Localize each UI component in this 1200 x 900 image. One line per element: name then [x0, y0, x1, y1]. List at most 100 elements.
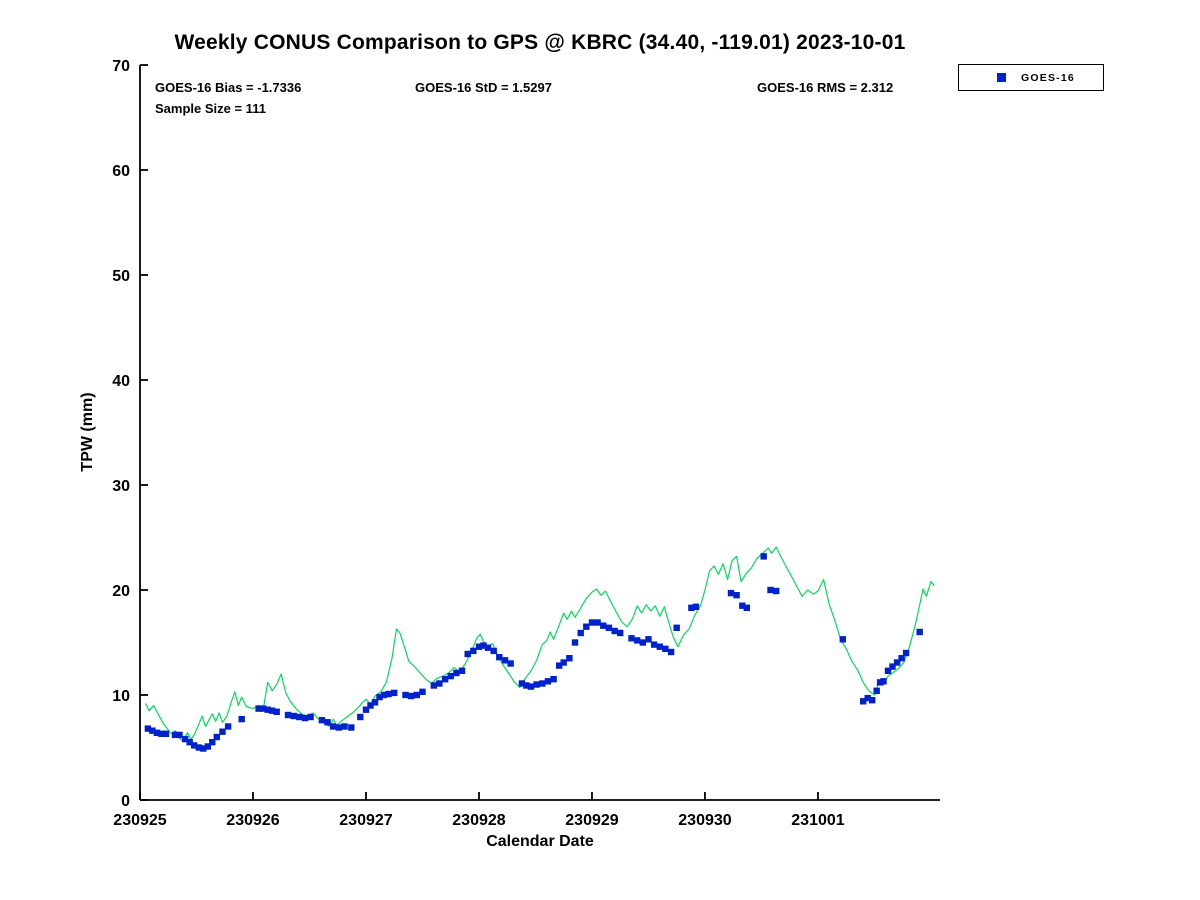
y-tick-label: 30 [112, 478, 130, 495]
goes16-point [496, 654, 503, 661]
goes16-point [436, 680, 443, 687]
goes16-point [550, 676, 557, 683]
goes16-point [441, 676, 449, 683]
goes16-point [566, 655, 573, 662]
goes16-point [301, 714, 309, 722]
goes16-point [773, 587, 780, 595]
goes16-point [371, 699, 379, 706]
goes16-point [307, 713, 314, 721]
goes16-point [523, 682, 530, 689]
goes16-point [430, 682, 437, 689]
goes16-point [186, 739, 193, 746]
legend-box: GOES-16 [958, 64, 1104, 91]
goes16-point [391, 689, 398, 697]
goes16-point [588, 619, 596, 626]
goes16-point [662, 645, 669, 652]
goes16-point [902, 649, 910, 657]
goes16-point [255, 705, 262, 712]
stat-rms: GOES-16 RMS = 2.312 [757, 80, 894, 95]
goes16-point [273, 708, 280, 715]
goes16-point [898, 655, 905, 662]
goes16-point [219, 728, 226, 735]
goes16-point [419, 688, 426, 695]
goes16-point [296, 713, 303, 721]
goes16-point [645, 636, 652, 643]
goes16-legend-marker-icon [997, 73, 1006, 82]
goes16-point [413, 691, 420, 699]
stat-std: GOES-16 StD = 1.5297 [415, 80, 552, 95]
goes16-point [688, 604, 695, 611]
goes16-point [318, 717, 326, 724]
goes16-point [260, 705, 267, 712]
goes16-point [402, 691, 409, 699]
goes16-point [839, 636, 846, 643]
goes16-point [507, 660, 514, 667]
gps-line [145, 546, 935, 742]
goes16-point [739, 602, 746, 609]
goes16-point [290, 712, 297, 720]
goes16-point [577, 629, 584, 637]
goes16-point [864, 694, 871, 702]
goes16-point [656, 643, 663, 650]
goes16-point [330, 723, 337, 730]
goes16-point [667, 648, 675, 656]
goes16-point [628, 635, 635, 642]
y-tick-label: 20 [112, 583, 130, 600]
goes16-point [158, 730, 165, 737]
goes16-point [153, 729, 161, 736]
goes16-point [639, 639, 646, 646]
goes16-point [324, 719, 331, 726]
goes16-point [600, 622, 607, 629]
goes16-point [470, 647, 477, 655]
x-tick-label: 230926 [226, 812, 279, 829]
goes16-point [204, 743, 211, 750]
goes16-point [733, 592, 740, 599]
goes16-point [884, 667, 892, 674]
goes16-point [376, 693, 383, 701]
goes16-point [453, 669, 460, 677]
goes16-point [213, 733, 220, 741]
x-tick-label: 230930 [678, 812, 731, 829]
y-tick-label: 40 [112, 373, 130, 390]
goes16-point [889, 663, 896, 670]
goes16-point [873, 687, 880, 694]
goes16-point [357, 713, 364, 721]
goes16-point [767, 586, 774, 594]
y-tick-label: 60 [112, 163, 130, 180]
goes16-point [916, 628, 923, 636]
goes16-point [880, 678, 887, 685]
goes16-point [634, 637, 641, 644]
x-tick-label: 230928 [452, 812, 505, 829]
goes16-point [341, 723, 348, 730]
goes16-point [539, 680, 546, 687]
goes16-point [464, 650, 471, 658]
goes16-point [335, 724, 343, 731]
goes16-point [182, 735, 189, 743]
goes16-point [367, 702, 374, 709]
y-tick-label: 50 [112, 268, 130, 285]
goes16-point [583, 623, 590, 630]
goes16-point [560, 659, 567, 666]
goes16-point [284, 711, 292, 719]
y-tick-label: 70 [112, 58, 130, 75]
goes16-point [650, 641, 658, 648]
goes16-point [760, 553, 767, 560]
goes16-point [195, 744, 202, 751]
goes16-point [518, 680, 526, 687]
goes16-point [238, 715, 245, 723]
goes16-point [484, 644, 492, 651]
goes16-point [527, 683, 535, 690]
goes16-point [380, 691, 388, 699]
goes16-point [224, 723, 232, 730]
legend-label: GOES-16 [1021, 71, 1075, 84]
chart-title: Weekly CONUS Comparison to GPS @ KBRC (3… [174, 31, 906, 54]
goes16-point [171, 731, 179, 739]
goes16-point [692, 603, 700, 610]
goes16-point [501, 657, 509, 664]
goes16-point [490, 647, 497, 655]
stat-sample-size: Sample Size = 111 [155, 101, 266, 116]
goes16-point [176, 731, 183, 739]
goes16-point [149, 727, 156, 734]
goes16-point [727, 589, 735, 597]
x-tick-label: 230927 [339, 812, 392, 829]
